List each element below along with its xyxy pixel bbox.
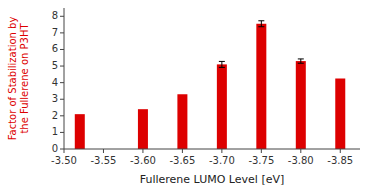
x-tick-label: -3.70 xyxy=(209,155,235,166)
y-tick xyxy=(60,49,64,50)
y-axis: 0 1 2 3 4 5 6 7 8 xyxy=(52,10,64,154)
bar xyxy=(217,64,227,149)
y-axis-label: Factor of Stabilization bythe Fullerene … xyxy=(7,17,30,141)
y-tick xyxy=(60,115,64,116)
x-tick xyxy=(261,149,262,153)
error-bar xyxy=(219,61,225,67)
x-tick xyxy=(221,149,222,153)
x-tick xyxy=(182,149,183,153)
error-bar xyxy=(298,59,304,63)
x-tick xyxy=(142,149,143,153)
x-tick-label: -3.80 xyxy=(288,155,314,166)
bar xyxy=(138,109,148,149)
y-tick-label: 8 xyxy=(52,10,58,21)
y-tick-label: 3 xyxy=(52,93,58,104)
x-tick-label: -3.60 xyxy=(130,155,156,166)
bar xyxy=(335,79,345,150)
y-tick-label: 1 xyxy=(52,126,58,137)
y-tick xyxy=(60,132,64,133)
x-tick-label: -3.85 xyxy=(327,155,353,166)
bar xyxy=(75,114,85,149)
y-tick xyxy=(60,149,64,150)
x-tick-label: -3.55 xyxy=(91,155,117,166)
x-tick xyxy=(103,149,104,153)
x-tick xyxy=(300,149,301,153)
x-axis: -3.50 -3.55 -3.60 -3.65 -3.70 -3.75 -3.80 -3.85 xyxy=(51,149,353,166)
y-tick xyxy=(60,99,64,100)
x-tick xyxy=(340,149,341,153)
y-tick-label: 5 xyxy=(52,60,58,71)
bars xyxy=(75,21,345,149)
y-tick xyxy=(60,66,64,67)
y-tick-label: 6 xyxy=(52,43,58,54)
y-tick xyxy=(60,32,64,33)
x-tick-label: -3.75 xyxy=(248,155,274,166)
y-tick-label: 2 xyxy=(52,110,58,121)
x-tick xyxy=(64,149,65,153)
y-tick-label: 7 xyxy=(52,27,58,38)
y-axis-line xyxy=(64,8,65,149)
bar xyxy=(177,94,187,149)
y-tick-label: 4 xyxy=(52,77,58,88)
y-tick xyxy=(60,16,64,17)
chart: 012345678-3.50-3.55-3.60-3.65-3.70-3.75-… xyxy=(0,0,374,189)
bar xyxy=(256,24,266,149)
bar xyxy=(296,61,306,149)
error-bar xyxy=(258,21,264,27)
x-axis-label: Fullerene LUMO Level [eV] xyxy=(140,173,285,186)
x-tick-label: -3.50 xyxy=(51,155,77,166)
x-tick-label: -3.65 xyxy=(169,155,195,166)
y-tick-label: 0 xyxy=(52,143,58,154)
y-tick xyxy=(60,82,64,83)
x-axis-line xyxy=(64,149,360,150)
